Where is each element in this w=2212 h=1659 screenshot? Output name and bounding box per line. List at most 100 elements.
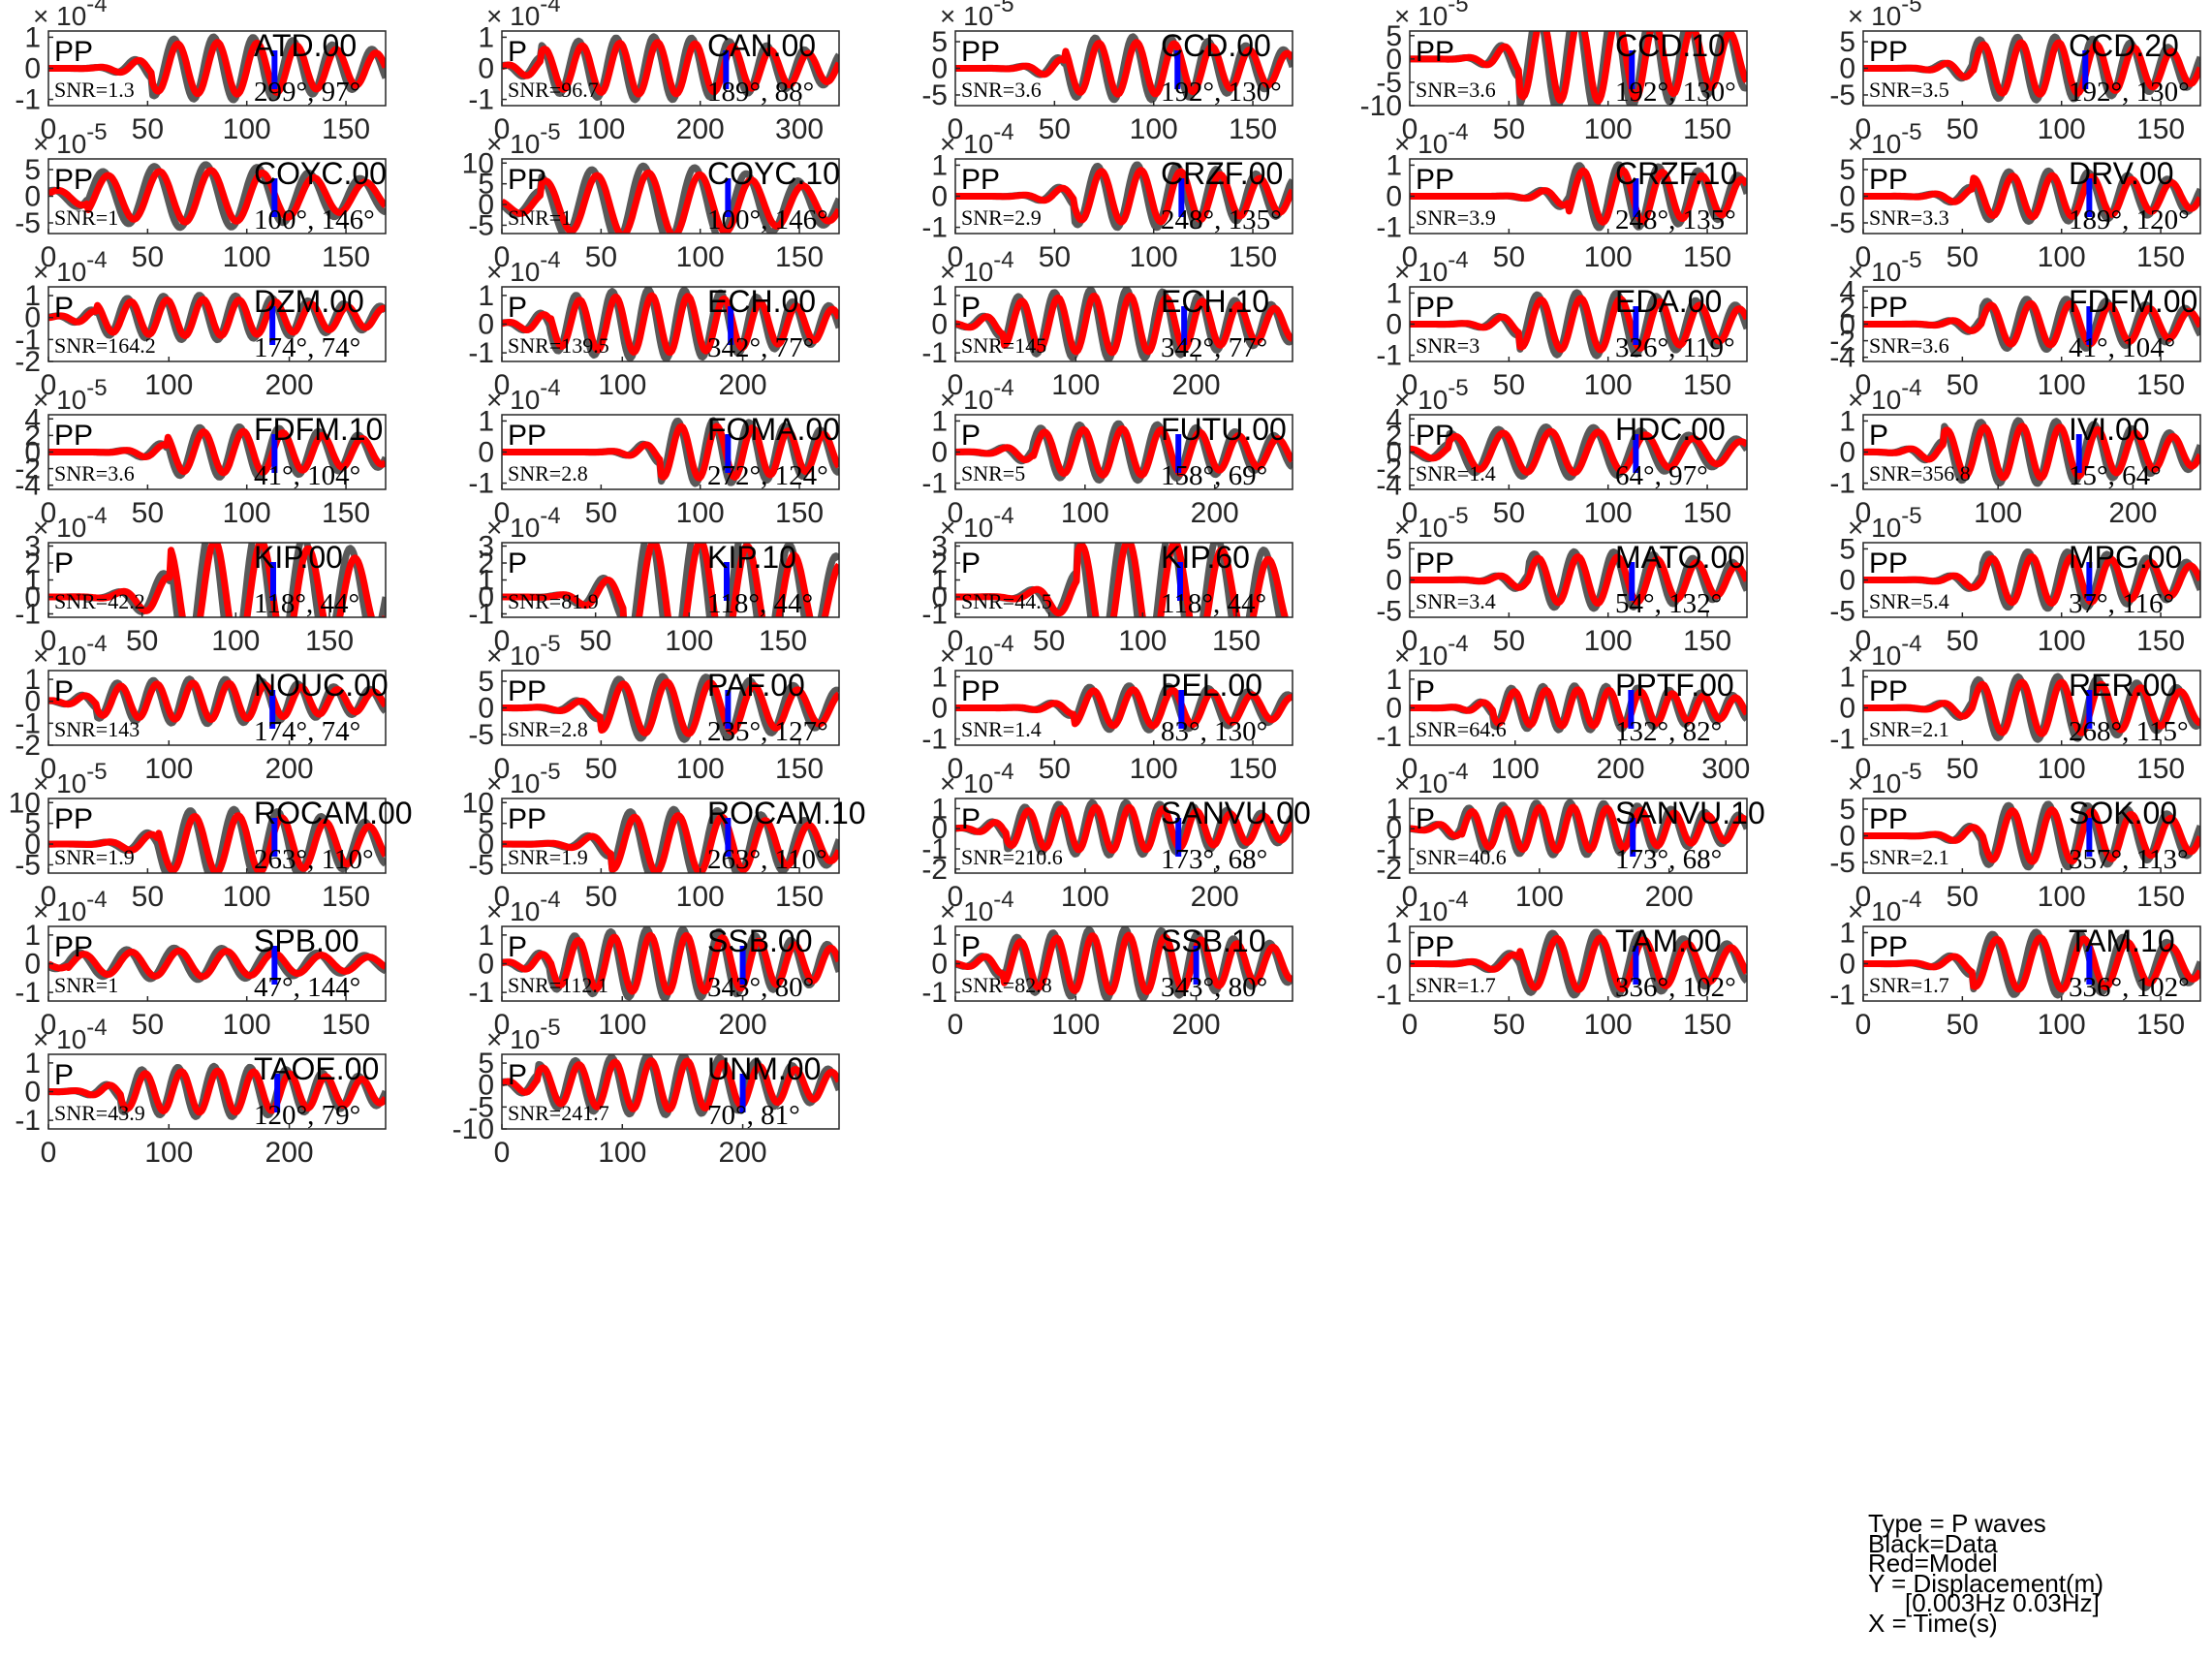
phase-label: P <box>508 1059 527 1091</box>
x-tick-label: 100 <box>576 113 625 145</box>
data-trace <box>502 162 839 234</box>
y-tick-label: 2 <box>24 420 41 452</box>
y-tick-label: 1 <box>478 21 494 53</box>
x-tick-label: 150 <box>1683 1009 1731 1041</box>
phase-label: PP <box>54 420 93 452</box>
station-label: SSB.00 <box>707 923 813 958</box>
x-tick-label: 0 <box>1402 241 1418 273</box>
y-tick-label: -1 <box>921 724 948 756</box>
x-tick-label: 50 <box>1947 1009 1978 1041</box>
axes-frame <box>501 1053 840 1130</box>
y-tick-label: 0 <box>24 1077 41 1109</box>
x-tick-label: 100 <box>2038 369 2086 401</box>
panel-traces <box>48 1062 386 1120</box>
x-tick-label: 100 <box>1061 881 1109 913</box>
station-label: MATO.00 <box>1615 540 1745 575</box>
y-exponent-power: -4 <box>993 631 1013 657</box>
y-exponent-power: -4 <box>1448 631 1468 657</box>
x-tick-label: 50 <box>1033 625 1065 657</box>
y-exponent-power: -4 <box>540 503 560 529</box>
model-trace <box>502 292 839 357</box>
station-label: KIP.10 <box>707 540 796 575</box>
station-label: ROCAM.00 <box>254 796 413 830</box>
axes-frame <box>47 798 387 874</box>
x-tick-label: 150 <box>2136 369 2185 401</box>
y-exponent-power: -5 <box>1901 503 1921 529</box>
x-tick-label: 0 <box>1855 625 1872 657</box>
x-tick-label: 200 <box>265 753 314 785</box>
y-tick-label: 5 <box>478 666 494 698</box>
azimuth-distance-label: 132°, 82° <box>1615 716 1722 747</box>
y-tick-label: -4 <box>15 470 41 502</box>
x-tick-label: 0 <box>1855 497 1872 529</box>
x-tick-label: 150 <box>2136 753 2185 785</box>
y-exponent-label: × 10-5 <box>1394 0 1469 31</box>
y-tick-label: 2 <box>1386 420 1402 452</box>
x-tick-label: 50 <box>132 1009 164 1041</box>
phase-label: PP <box>508 803 546 835</box>
y-tick-label: 0 <box>931 309 948 341</box>
y-tick-label: -5 <box>1829 207 1855 239</box>
y-tick-label: 1 <box>1386 664 1402 696</box>
x-tick-label: 150 <box>1229 753 1277 785</box>
x-tick-label: 100 <box>665 625 713 657</box>
y-tick-label: -2 <box>15 346 41 378</box>
x-tick-label: 100 <box>2038 881 2086 913</box>
x-tick-label: 50 <box>126 625 158 657</box>
x-tick-label: 50 <box>1493 625 1525 657</box>
snr-label: SNR=5 <box>961 461 1025 485</box>
legend-red-model: Red=Model <box>1868 1549 1998 1578</box>
x-tick-label: 50 <box>585 753 617 785</box>
x-tick-label: 150 <box>1229 113 1277 145</box>
panel-traces <box>1410 548 1747 612</box>
x-tick-label: 0 <box>1402 113 1418 145</box>
x-tick-label: 100 <box>1118 625 1167 657</box>
panel-traces <box>48 161 386 232</box>
x-tick-label: 50 <box>1947 241 1978 273</box>
azimuth-distance-label: 189°, 88° <box>707 77 814 108</box>
panel-traces <box>1863 33 2200 104</box>
x-tick-label: 0 <box>41 113 57 145</box>
model-trace <box>1410 295 1747 354</box>
y-tick-label: -2 <box>921 854 948 886</box>
panel-traces <box>955 420 1293 485</box>
axes-frame <box>501 798 840 874</box>
x-tick-label: 0 <box>494 625 511 657</box>
x-tick-label: 100 <box>1051 1009 1100 1041</box>
x-tick-label: 0 <box>948 1009 964 1041</box>
x-tick-label: 50 <box>1947 369 1978 401</box>
legend-block: Type = P waves Black=Data Red=Model Y = … <box>1868 1509 2103 1638</box>
model-trace <box>502 39 839 98</box>
x-tick-label: 50 <box>1039 113 1071 145</box>
y-tick-label: 1 <box>1386 917 1402 949</box>
azimuth-distance-label: 248°, 135° <box>1615 204 1736 235</box>
y-exponent-power: -5 <box>86 375 107 401</box>
panel-traces <box>1410 161 1747 232</box>
panel-traces <box>1863 167 2200 225</box>
azimuth-distance-label: 189°, 120° <box>2069 204 2190 235</box>
x-tick-label: 100 <box>211 625 260 657</box>
x-tick-label: 50 <box>585 881 617 913</box>
y-tick-label: -2 <box>1376 454 1402 485</box>
y-tick-label: 5 <box>24 154 41 186</box>
y-tick-label: 1 <box>1839 405 1855 437</box>
phase-label: PP <box>54 803 93 835</box>
y-tick-label: -5 <box>1829 596 1855 628</box>
y-tick-label: -5 <box>468 849 494 881</box>
azimuth-distance-label: 272°, 124° <box>707 460 828 491</box>
x-tick-label: 150 <box>1683 369 1731 401</box>
azimuth-distance-label: 342°, 77° <box>1161 332 1267 363</box>
y-tick-label: -2 <box>15 454 41 485</box>
y-tick-label: 1 <box>24 280 41 312</box>
y-tick-label: 0 <box>478 437 494 469</box>
y-tick-label: -1 <box>921 337 948 369</box>
snr-label: SNR=3.5 <box>1869 78 1949 102</box>
station-label: COYC.00 <box>254 156 387 191</box>
